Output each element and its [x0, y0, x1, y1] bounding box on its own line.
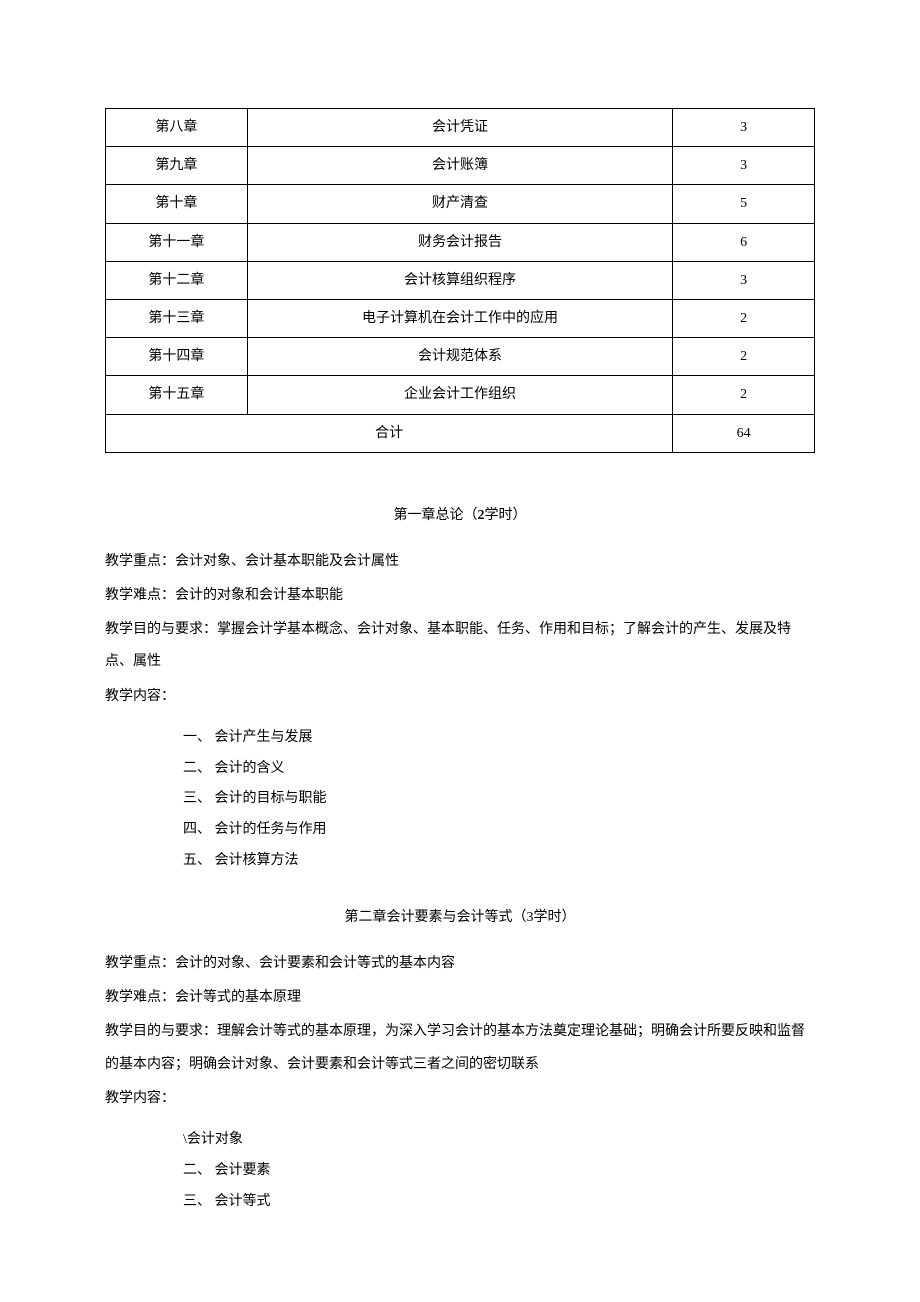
- chapter-number: 第十二章: [106, 261, 248, 299]
- chapter2-focus: 教学重点：会计的对象、会计要素和会计等式的基本内容: [105, 948, 815, 980]
- chapter1-title-bold: 2: [478, 508, 485, 523]
- list-item: 二、 会计的含义: [105, 754, 815, 785]
- chapter-title: 财产清查: [247, 185, 672, 223]
- list-item: 二、 会计要素: [105, 1156, 815, 1187]
- chapter-hours: 2: [673, 376, 815, 414]
- chapter-title: 电子计算机在会计工作中的应用: [247, 299, 672, 337]
- table-row: 第十章 财产清查 5: [106, 185, 815, 223]
- chapter-title: 企业会计工作组织: [247, 376, 672, 414]
- chapter-number: 第十五章: [106, 376, 248, 414]
- chapter1-difficulty: 教学难点：会计的对象和会计基本职能: [105, 580, 815, 612]
- chapter-number: 第十三章: [106, 299, 248, 337]
- chapter-number: 第八章: [106, 109, 248, 147]
- chapter-number: 第十一章: [106, 223, 248, 261]
- chapter-hours: 3: [673, 147, 815, 185]
- list-item: \会计对象: [105, 1125, 815, 1156]
- chapter-hours: 5: [673, 185, 815, 223]
- list-item: 一、 会计产生与发展: [105, 723, 815, 754]
- chapter1-title-suffix: 学时）: [485, 508, 527, 523]
- total-label: 合计: [106, 414, 673, 452]
- list-item: 三、 会计等式: [105, 1187, 815, 1218]
- chapter-number: 第九章: [106, 147, 248, 185]
- chapter1-objective: 教学目的与要求：掌握会计学基本概念、会计对象、基本职能、任务、作用和目标；了解会…: [105, 614, 815, 678]
- chapter2-objective: 教学目的与要求：理解会计等式的基本原理，为深入学习会计的基本方法奠定理论基础；明…: [105, 1016, 815, 1080]
- chapter-number: 第十四章: [106, 338, 248, 376]
- chapter2-difficulty: 教学难点：会计等式的基本原理: [105, 982, 815, 1014]
- chapter-title: 会计规范体系: [247, 338, 672, 376]
- chapter2-list: \会计对象 二、 会计要素 三、 会计等式: [105, 1125, 815, 1217]
- table-row: 第十四章 会计规范体系 2: [106, 338, 815, 376]
- list-item: 五、 会计核算方法: [105, 846, 815, 877]
- chapter-title: 会计账簿: [247, 147, 672, 185]
- chapter-title: 财务会计报告: [247, 223, 672, 261]
- table-row: 第十三章 电子计算机在会计工作中的应用 2: [106, 299, 815, 337]
- chapter1-content-label: 教学内容：: [105, 681, 815, 713]
- table-footer-row: 合计 64: [106, 414, 815, 452]
- chapter-hours: 2: [673, 338, 815, 376]
- chapter-hours: 3: [673, 261, 815, 299]
- chapter1-focus: 教学重点：会计对象、会计基本职能及会计属性: [105, 546, 815, 578]
- table-row: 第十五章 企业会计工作组织 2: [106, 376, 815, 414]
- chapter-hours: 6: [673, 223, 815, 261]
- chapter1-list: 一、 会计产生与发展 二、 会计的含义 三、 会计的目标与职能 四、 会计的任务…: [105, 723, 815, 877]
- table-row: 第十一章 财务会计报告 6: [106, 223, 815, 261]
- table-row: 第九章 会计账簿 3: [106, 147, 815, 185]
- chapter-title: 会计核算组织程序: [247, 261, 672, 299]
- total-value: 64: [673, 414, 815, 452]
- chapter1-title-prefix: 第一章总论（: [394, 508, 478, 523]
- chapter-hours: 3: [673, 109, 815, 147]
- chapter1-title: 第一章总论（2学时）: [105, 503, 815, 528]
- chapter-number: 第十章: [106, 185, 248, 223]
- table-row: 第八章 会计凭证 3: [106, 109, 815, 147]
- chapter2-content-label: 教学内容：: [105, 1083, 815, 1115]
- hours-table: 第八章 会计凭证 3 第九章 会计账簿 3 第十章 财产清查 5 第十一章 财务…: [105, 108, 815, 453]
- chapter-title: 会计凭证: [247, 109, 672, 147]
- list-item: 三、 会计的目标与职能: [105, 784, 815, 815]
- chapter2-title: 第二章会计要素与会计等式（3学时）: [105, 905, 815, 930]
- list-item: 四、 会计的任务与作用: [105, 815, 815, 846]
- table-row: 第十二章 会计核算组织程序 3: [106, 261, 815, 299]
- chapter-hours: 2: [673, 299, 815, 337]
